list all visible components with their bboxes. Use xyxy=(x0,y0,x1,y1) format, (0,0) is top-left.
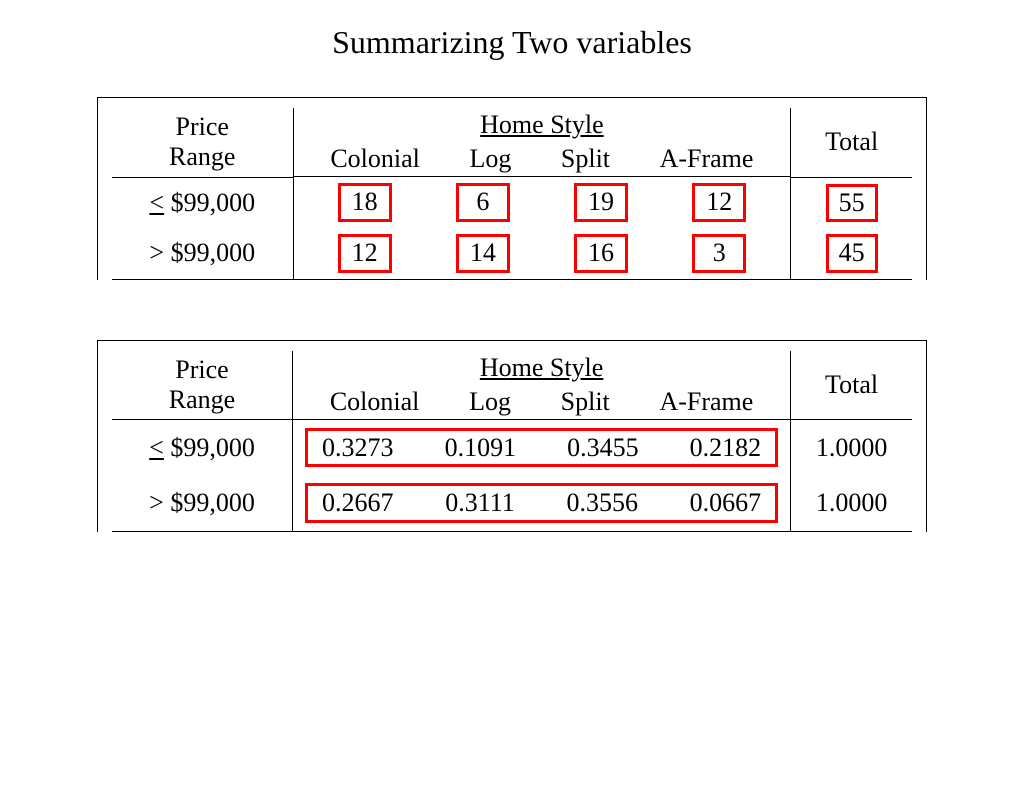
page-title: Summarizing Two variables xyxy=(0,24,1024,61)
header-total: Total xyxy=(791,108,912,177)
col-log: Log xyxy=(469,144,511,174)
header-price-range: Price Range xyxy=(112,108,293,177)
row1-total-2: 1.0000 xyxy=(791,420,912,476)
cell-value: 0.3111 xyxy=(445,486,515,520)
cell-value: 0.2182 xyxy=(690,431,762,465)
row1-cells: 18 6 19 12 xyxy=(293,177,791,228)
table-row: > $99,000 0.2667 0.3111 0.3556 0.0667 1.… xyxy=(112,475,912,531)
col-colonial: Colonial xyxy=(330,387,420,417)
proportion-row-box: 0.2667 0.3111 0.3556 0.0667 xyxy=(305,483,778,523)
header-style-columns-2: Colonial Log Split A-Frame xyxy=(293,385,791,420)
total-value: 1.0000 xyxy=(816,488,888,517)
col-split: Split xyxy=(561,144,610,174)
table-row: < $99,000 18 6 19 12 55 xyxy=(112,177,912,228)
col-aframe: A-Frame xyxy=(660,144,754,174)
col-log: Log xyxy=(469,387,511,417)
header-total-2: Total xyxy=(791,351,912,420)
row-label-lte: < $99,000 xyxy=(112,177,293,228)
col-aframe: A-Frame xyxy=(659,387,753,417)
table-row: < $99,000 0.3273 0.1091 0.3455 0.2182 1.… xyxy=(112,420,912,476)
col-colonial: Colonial xyxy=(330,144,420,174)
total-value: 1.0000 xyxy=(816,433,888,462)
cell-value: 12 xyxy=(692,183,746,222)
header-home-style-2: Home Style xyxy=(293,351,791,385)
row1-cells-2: 0.3273 0.1091 0.3455 0.2182 xyxy=(293,420,791,476)
cell-value: 0.3273 xyxy=(322,431,394,465)
cell-value: 0.0667 xyxy=(690,486,762,520)
row2-total-2: 1.0000 xyxy=(791,475,912,531)
total-value: 55 xyxy=(826,184,878,223)
header-home-style-text: Home Style xyxy=(480,110,604,139)
proportion-row-box: 0.3273 0.1091 0.3455 0.2182 xyxy=(305,428,778,468)
row-label-gt: > $99,000 xyxy=(112,228,293,279)
row-label-gt-2: > $99,000 xyxy=(112,475,293,531)
header-price-line1: Price xyxy=(176,112,229,141)
cell-value: 0.1091 xyxy=(445,431,517,465)
row2-total: 45 xyxy=(791,228,912,279)
row2-cells-2: 0.2667 0.3111 0.3556 0.0667 xyxy=(293,475,791,531)
cell-value: 3 xyxy=(692,234,746,273)
cell-value: 18 xyxy=(338,183,392,222)
cell-value: 12 xyxy=(338,234,392,273)
row1-total: 55 xyxy=(791,177,912,228)
proportions-table-container: Price Range Home Style Total Colonial Lo… xyxy=(97,340,927,533)
counts-table-container: Price Range Home Style Total Colonial Lo… xyxy=(97,97,927,280)
cell-value: 6 xyxy=(456,183,510,222)
cell-value: 0.3455 xyxy=(567,431,639,465)
cell-value: 0.3556 xyxy=(566,486,638,520)
cell-value: 16 xyxy=(574,234,628,273)
col-split: Split xyxy=(561,387,610,417)
row-label-lte-2: < $99,000 xyxy=(112,420,293,476)
row2-cells: 12 14 16 3 xyxy=(293,228,791,279)
cell-value: 14 xyxy=(456,234,510,273)
table-row: > $99,000 12 14 16 3 45 xyxy=(112,228,912,279)
counts-table: Price Range Home Style Total Colonial Lo… xyxy=(112,108,912,280)
header-price-range-2: Price Range xyxy=(112,351,293,420)
proportions-table: Price Range Home Style Total Colonial Lo… xyxy=(112,351,912,533)
header-home-style: Home Style xyxy=(293,108,791,142)
header-price-line2: Range xyxy=(169,142,235,171)
total-value: 45 xyxy=(826,234,878,273)
header-style-columns: Colonial Log Split A-Frame xyxy=(293,142,791,177)
cell-value: 19 xyxy=(574,183,628,222)
cell-value: 0.2667 xyxy=(322,486,394,520)
